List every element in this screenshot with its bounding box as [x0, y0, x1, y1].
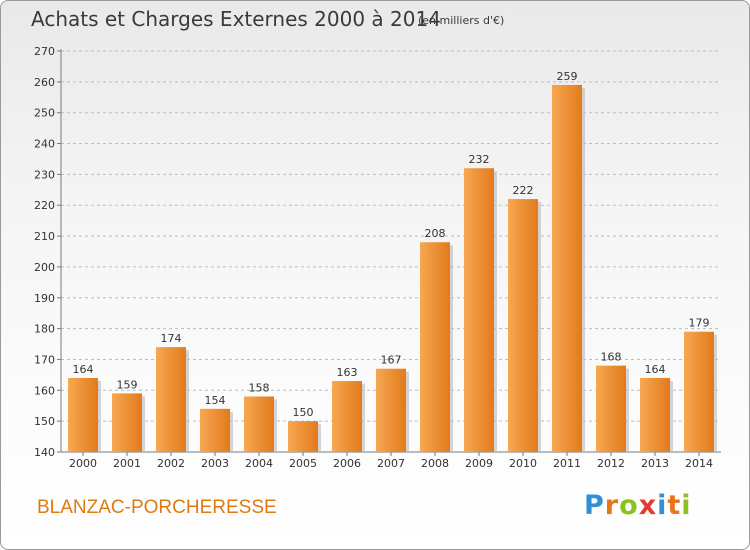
y-tick-label: 250 [34, 107, 55, 120]
y-tick-label: 240 [34, 138, 55, 151]
value-label-2005: 150 [293, 406, 314, 419]
logo-letter: r [604, 490, 620, 521]
value-label-2010: 222 [513, 184, 534, 197]
logo-letter: x [638, 490, 658, 521]
x-tick-label-2013: 2013 [641, 457, 669, 470]
bar-2006 [332, 381, 362, 452]
y-tick-label: 180 [34, 323, 55, 336]
bars [68, 84, 717, 452]
value-label-2014: 179 [689, 317, 710, 330]
bar-2001 [112, 393, 142, 452]
bar-2004 [244, 396, 274, 452]
x-tick-label-2010: 2010 [509, 457, 537, 470]
proxiti-logo: Proxiti [584, 490, 692, 521]
x-tick-label-2004: 2004 [245, 457, 273, 470]
value-label-2007: 167 [381, 354, 402, 367]
commune-name: BLANZAC-PORCHERESSE [37, 497, 277, 518]
y-tick-label: 190 [34, 292, 55, 305]
bar-2003 [200, 408, 230, 452]
x-tick-label-2000: 2000 [69, 457, 97, 470]
value-label-2000: 164 [73, 363, 94, 376]
value-label-2009: 232 [469, 153, 490, 166]
x-tick-label-2002: 2002 [157, 457, 185, 470]
x-tick-label-2007: 2007 [377, 457, 405, 470]
y-tick-label: 210 [34, 230, 55, 243]
bar-2010 [508, 199, 538, 452]
x-tick-label-2006: 2006 [333, 457, 361, 470]
y-tick-label: 270 [34, 45, 55, 58]
bar-2008 [420, 242, 450, 452]
x-tick-label-2001: 2001 [113, 457, 141, 470]
bar-2005 [288, 421, 318, 452]
value-label-2013: 164 [645, 363, 666, 376]
x-tick-label-2005: 2005 [289, 457, 317, 470]
bar-2000 [68, 377, 98, 452]
value-label-2004: 158 [249, 381, 270, 394]
x-tick-label-2014: 2014 [685, 457, 713, 470]
chart-title: Achats et Charges Externes 2000 à 2014 [31, 7, 441, 31]
y-tick-label: 260 [34, 76, 55, 89]
bar-2012 [596, 365, 626, 452]
bar-2014 [684, 331, 714, 452]
x-tick-label-2012: 2012 [597, 457, 625, 470]
x-tick-label-2011: 2011 [553, 457, 581, 470]
logo-letter: t [667, 490, 682, 521]
bar-2002 [156, 347, 186, 452]
bar-2009 [464, 168, 494, 452]
value-label-2006: 163 [337, 366, 358, 379]
y-tick-label: 150 [34, 415, 55, 428]
bar-2007 [376, 368, 406, 452]
x-tick-label-2009: 2009 [465, 457, 493, 470]
y-tick-label: 220 [34, 199, 55, 212]
labels: 140 150 160 170 180 190 200 210 220 230 240 250 260 2… [34, 45, 713, 470]
chart-subtitle: (en milliers d'€) [418, 14, 505, 27]
y-tick-label: 140 [34, 446, 55, 459]
logo-letter: i [681, 490, 692, 521]
logo-letter: o [619, 490, 639, 521]
y-tick-label: 160 [34, 384, 55, 397]
value-label-2003: 154 [205, 394, 226, 407]
x-tick-label-2008: 2008 [421, 457, 449, 470]
value-label-2008: 208 [425, 227, 446, 240]
logo-letter: i [657, 490, 668, 521]
value-label-2011: 259 [557, 70, 578, 83]
x-tick-label-2003: 2003 [201, 457, 229, 470]
value-label-2002: 174 [161, 332, 182, 345]
y-tick-label: 230 [34, 168, 55, 181]
y-tick-label: 170 [34, 353, 55, 366]
value-label-2012: 168 [601, 351, 622, 364]
bar-2013 [640, 377, 670, 452]
y-tick-label: 200 [34, 261, 55, 274]
logo-letter: P [584, 490, 605, 521]
bar-2011 [552, 84, 582, 452]
value-label-2001: 159 [117, 378, 138, 391]
